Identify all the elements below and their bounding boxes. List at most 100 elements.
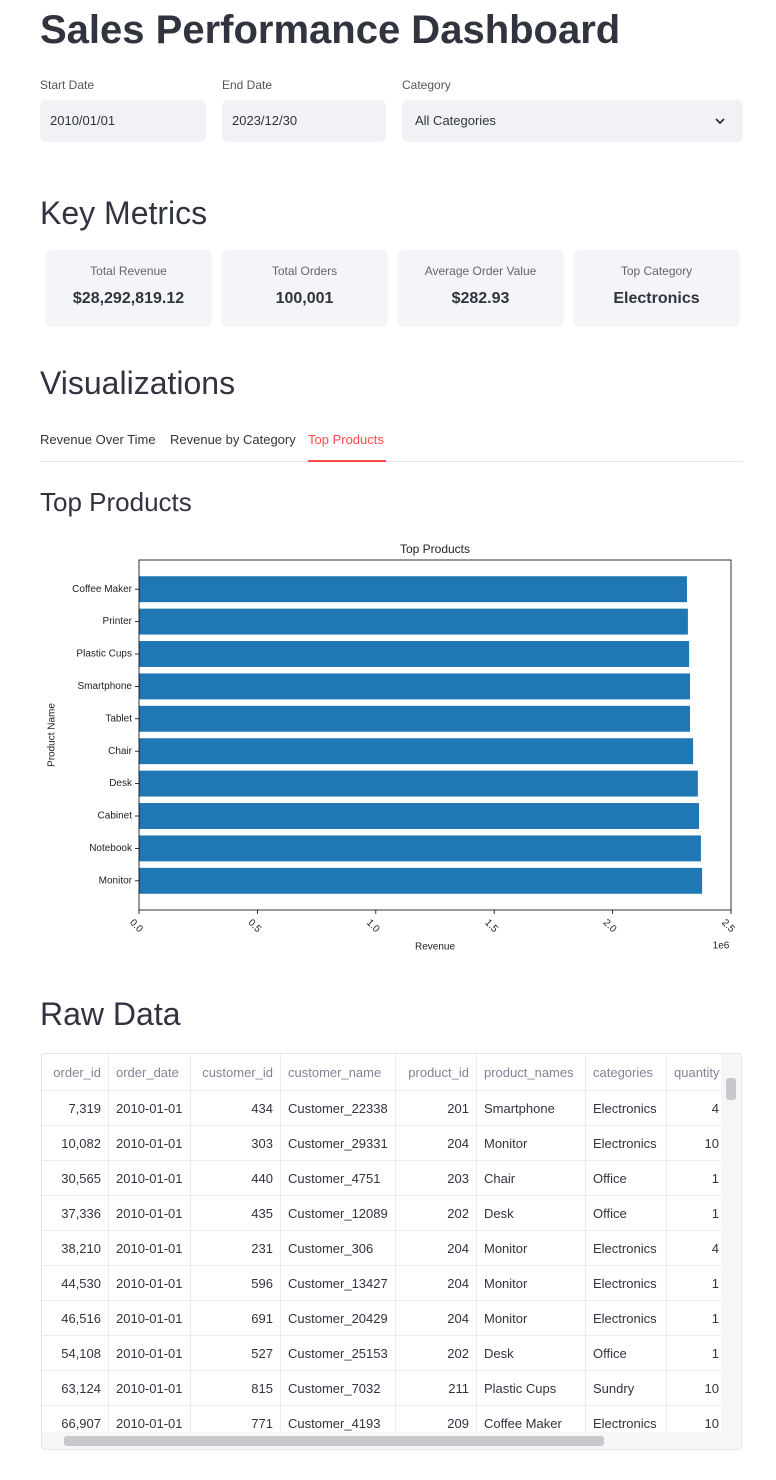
metric-value: 100,001 — [275, 290, 334, 307]
table-cell: 7,319 — [42, 1091, 109, 1126]
category-select[interactable]: All Categories — [402, 100, 743, 142]
column-header: categories — [586, 1054, 667, 1091]
metric-value: Electronics — [613, 290, 700, 307]
bar — [139, 673, 691, 700]
data-table[interactable]: order_id 7,319 10,082 30,565 37,336 38,210 44,… — [41, 1053, 742, 1450]
metric-card: Average Order Value $282.93 — [398, 250, 563, 325]
table-cell: 435 — [191, 1196, 281, 1231]
table-cell: Electronics — [586, 1091, 667, 1126]
tab-active[interactable]: Top Products — [308, 432, 384, 447]
table-cell: 54,108 — [42, 1336, 109, 1371]
y-tick-label: Tablet — [105, 713, 132, 724]
table-cell: 815 — [191, 1371, 281, 1406]
filter-label: Start Date — [40, 78, 95, 92]
table-cell: 10 — [667, 1371, 727, 1406]
table-cell: Desk — [477, 1336, 586, 1371]
y-tick-label: Notebook — [89, 843, 133, 854]
table-cell: Office — [586, 1161, 667, 1196]
table-cell: Customer_306 — [281, 1231, 396, 1266]
table-cell: Monitor — [477, 1301, 586, 1336]
table-cell: 4 — [667, 1091, 727, 1126]
table-cell: 30,565 — [42, 1161, 109, 1196]
table-cell: 201 — [396, 1091, 477, 1126]
column-header: product_id — [396, 1054, 477, 1091]
y-tick-label: Chair — [108, 746, 133, 757]
date-input[interactable]: 2010/01/01 — [40, 100, 206, 142]
bar — [139, 641, 690, 667]
table-cell: 303 — [191, 1126, 281, 1161]
table-cell: Electronics — [586, 1301, 667, 1336]
table-cell: Customer_4751 — [281, 1161, 396, 1196]
table-cell: Monitor — [477, 1126, 586, 1161]
table-cell: Smartphone — [477, 1091, 586, 1126]
table-cell: Monitor — [477, 1231, 586, 1266]
y-tick-label: Plastic Cups — [76, 649, 132, 660]
table-cell: 2010-01-01 — [109, 1161, 191, 1196]
bar — [139, 867, 703, 894]
y-tick-label: Coffee Maker — [72, 584, 133, 595]
metric-card: Total Orders 100,001 — [222, 250, 387, 325]
column-header: customer_name — [281, 1054, 396, 1091]
table-cell: 204 — [396, 1126, 477, 1161]
filter-label: Category — [402, 78, 451, 92]
table-cell: 202 — [396, 1196, 477, 1231]
column-header: quantity — [667, 1054, 727, 1091]
horizontal-scrollbar-thumb[interactable] — [64, 1436, 604, 1446]
y-axis-label: Product Name — [47, 703, 58, 767]
table-cell: Desk — [477, 1196, 586, 1231]
vertical-scrollbar-thumb[interactable] — [726, 1078, 736, 1100]
bar — [139, 738, 694, 765]
table-cell: Chair — [477, 1161, 586, 1196]
bar — [139, 770, 698, 797]
metric-label: Total Revenue — [90, 264, 167, 278]
bar — [139, 803, 700, 829]
table-cell: 1 — [667, 1266, 727, 1301]
table-cell: 434 — [191, 1091, 281, 1126]
page-title: Sales Performance Dashboard — [40, 8, 621, 52]
table-cell: 10 — [667, 1126, 727, 1161]
table-cell: 2010-01-01 — [109, 1266, 191, 1301]
bar — [139, 576, 687, 603]
bar — [139, 705, 691, 732]
column-header: customer_id — [191, 1054, 281, 1091]
y-tick-label: Cabinet — [98, 811, 133, 822]
table-cell: Customer_22338 — [281, 1091, 396, 1126]
x-tick-label: 2.0 — [601, 917, 619, 935]
metric-value: $282.93 — [451, 290, 510, 307]
tab[interactable]: Revenue by Category — [170, 432, 296, 447]
table-cell: 38,210 — [42, 1231, 109, 1266]
table-cell: 2010-01-01 — [109, 1196, 191, 1231]
table-cell: Plastic Cups — [477, 1371, 586, 1406]
table-cell: 2010-01-01 — [109, 1371, 191, 1406]
table-cell: 2010-01-01 — [109, 1301, 191, 1336]
table-cell: 231 — [191, 1231, 281, 1266]
section-heading: Raw Data — [40, 996, 181, 1032]
metric-label: Total Orders — [271, 264, 338, 278]
table-cell: 44,530 — [42, 1266, 109, 1301]
bar — [139, 608, 688, 635]
table-cell: 10,082 — [42, 1126, 109, 1161]
tab-highlight — [308, 460, 386, 462]
vertical-scrollbar-track[interactable] — [721, 1054, 741, 1449]
table-cell: Customer_12089 — [281, 1196, 396, 1231]
table-cell: 1 — [667, 1161, 727, 1196]
table-cell: 204 — [396, 1266, 477, 1301]
table-cell: Office — [586, 1196, 667, 1231]
dropdown-chevron — [715, 118, 725, 125]
table-cell: 596 — [191, 1266, 281, 1301]
table-cell: 37,336 — [42, 1196, 109, 1231]
y-tick-label: Desk — [109, 778, 133, 789]
table-cell: 203 — [396, 1161, 477, 1196]
table-cell: 1 — [667, 1336, 727, 1371]
table-cell: Customer_29331 — [281, 1126, 396, 1161]
table-cell: 440 — [191, 1161, 281, 1196]
section-heading: Visualizations — [40, 365, 236, 401]
x-tick-label: 2.5 — [719, 917, 737, 935]
x-tick-label: 0.5 — [245, 917, 263, 935]
tab[interactable]: Revenue Over Time — [40, 432, 156, 447]
table-cell: 527 — [191, 1336, 281, 1371]
x-axis-label: Revenue — [415, 942, 455, 953]
date-input[interactable]: 2023/12/30 — [222, 100, 386, 142]
table-cell: Sundry — [586, 1371, 667, 1406]
